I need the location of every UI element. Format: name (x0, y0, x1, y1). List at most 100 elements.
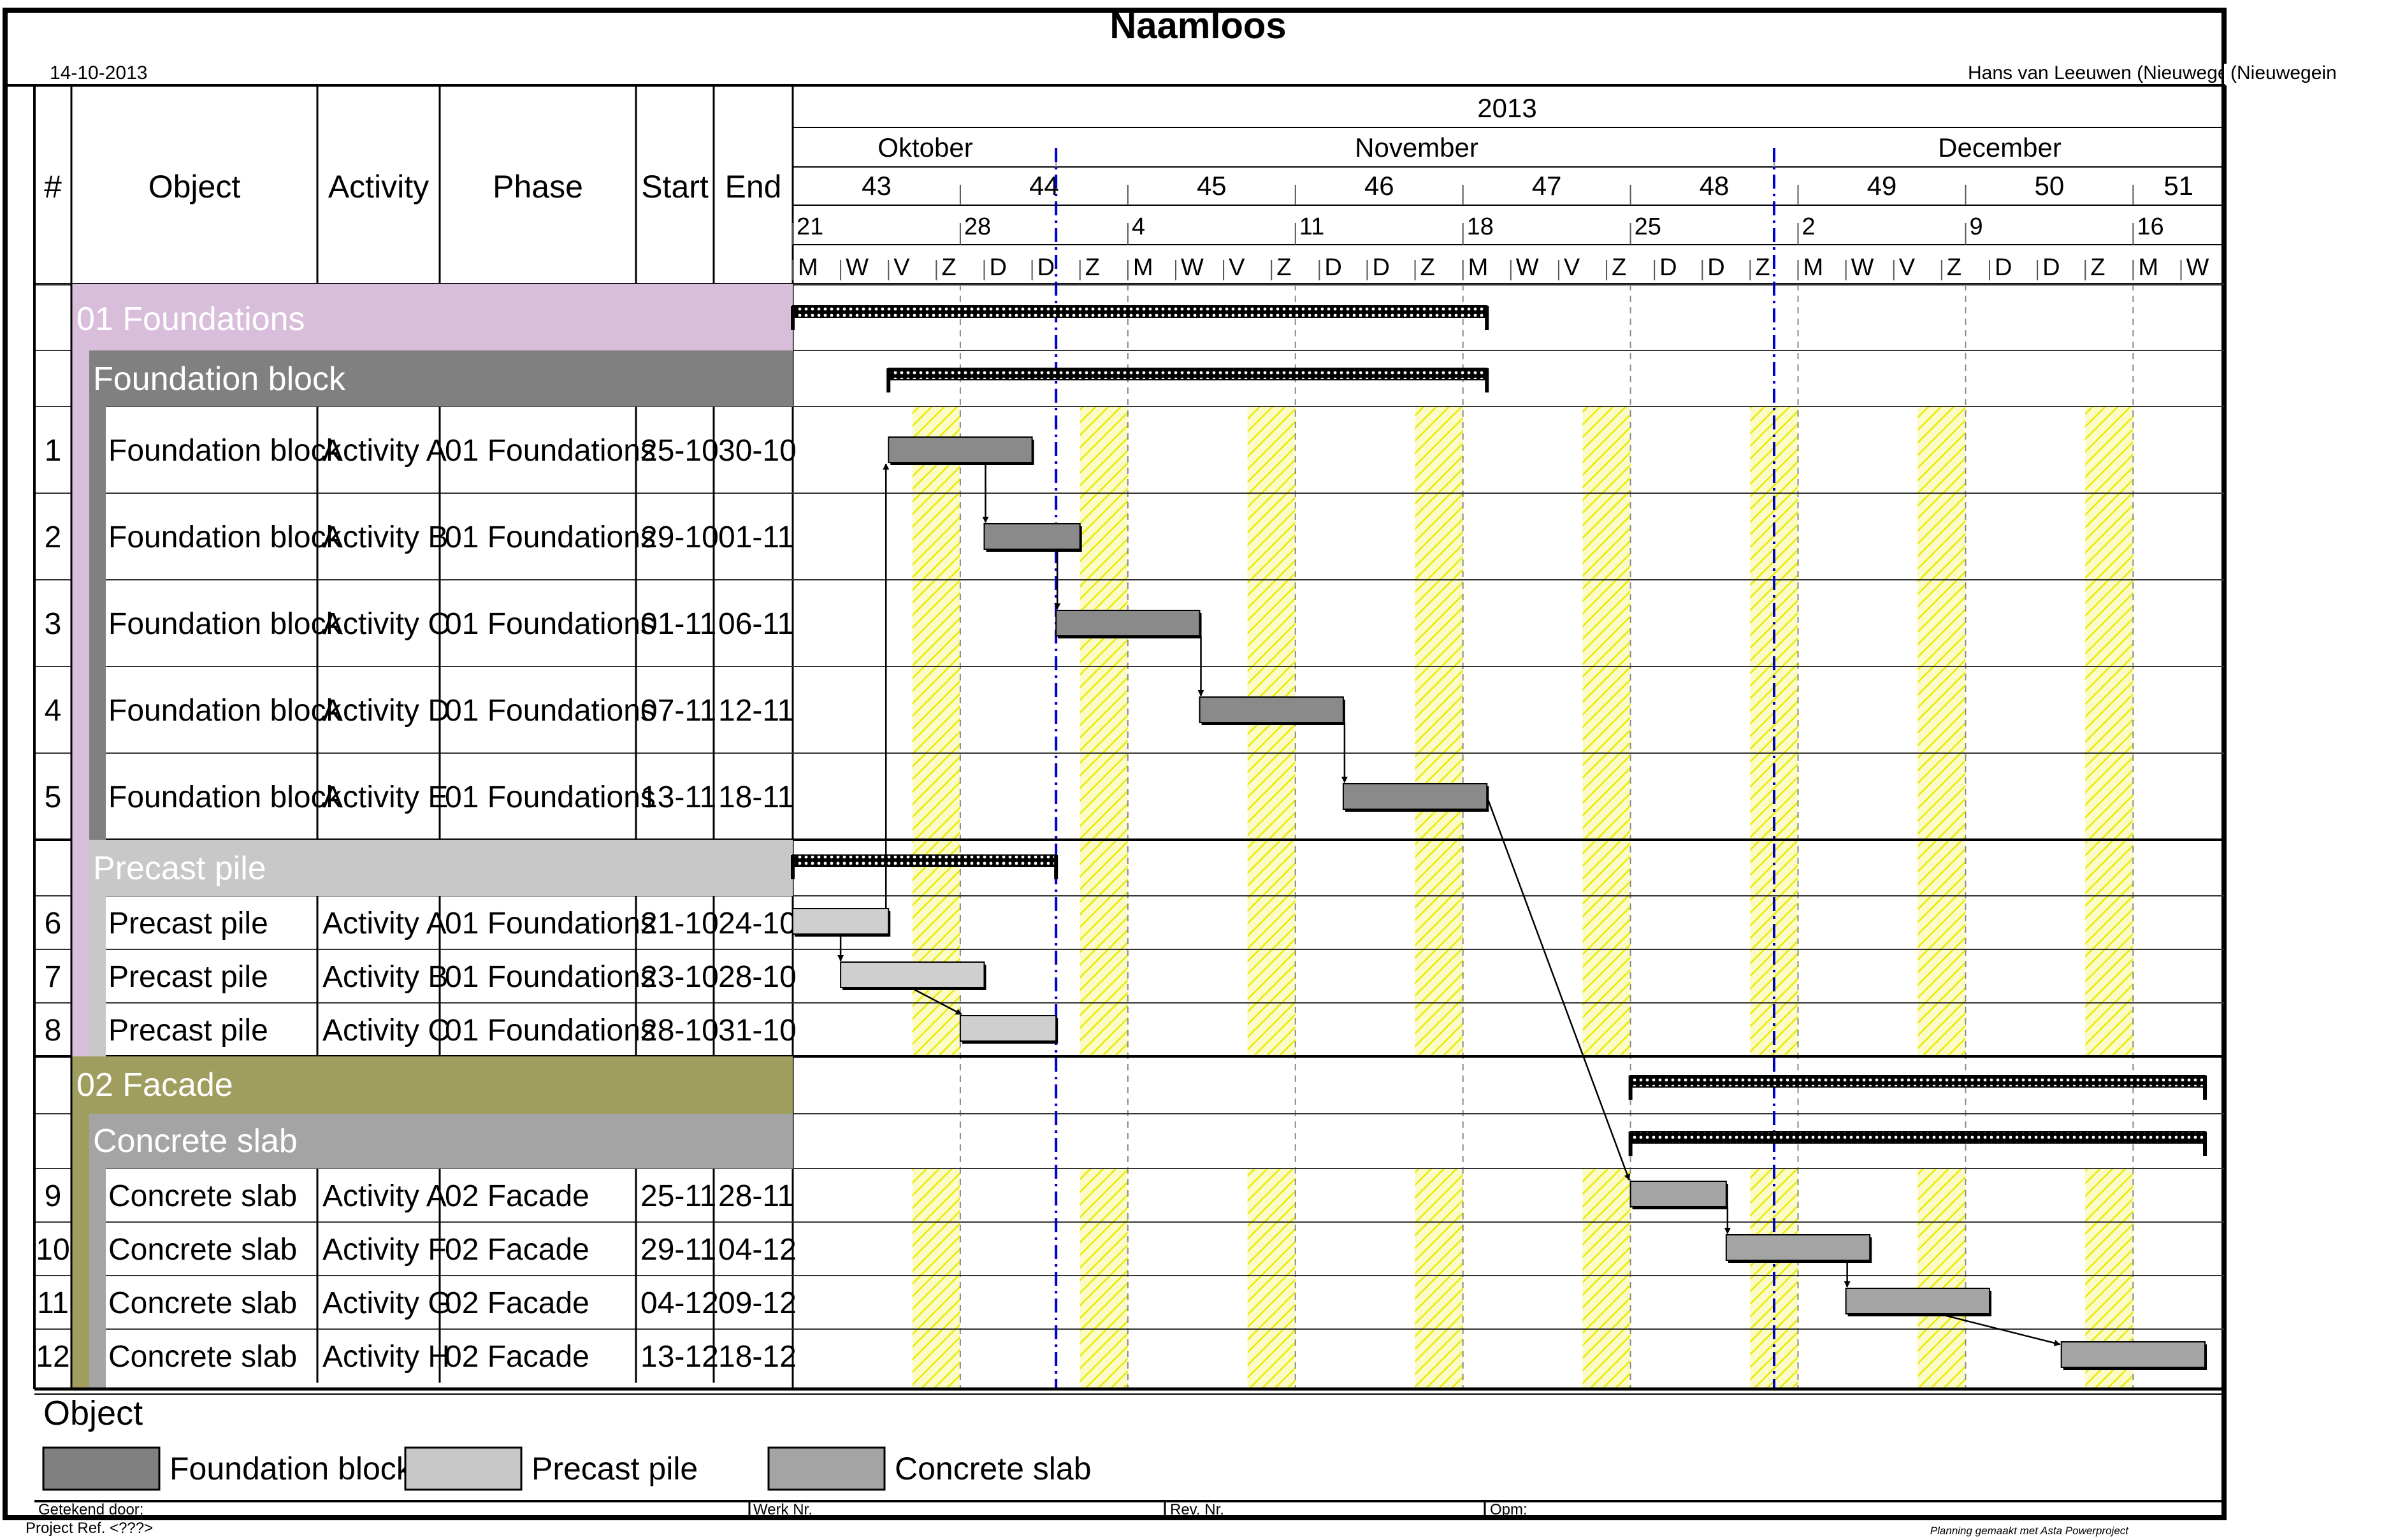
day-letter: Z (941, 254, 956, 281)
cell-id: 8 (45, 1014, 62, 1047)
summary-bar-cap (791, 855, 795, 879)
weekend-hatch (1080, 1169, 1128, 1389)
group-label-facade: 02 Facade (76, 1067, 233, 1104)
cell-end: 18-11 (718, 781, 794, 814)
weekend-hatch (1415, 407, 1463, 1056)
cell-activity: Activity A (322, 434, 447, 468)
week-start-date: 16 (2137, 213, 2163, 240)
weekend-hatch (1247, 1169, 1296, 1389)
author: Hans van Leeuwen (Nieuwegein (1968, 62, 2243, 83)
footer-credit: Planning gemaakt met Asta Powerproject (1930, 1525, 2129, 1537)
summary-bar-cap (1628, 1076, 1633, 1100)
cell-activity: Activity B (322, 521, 448, 554)
day-letter: M (1803, 254, 1824, 281)
summary-bar-cap (791, 306, 795, 330)
cell-start: 21-10 (640, 907, 719, 940)
legend-swatch (404, 1446, 523, 1491)
month-label-november: November (1355, 133, 1478, 162)
cell-start: 07-11 (640, 694, 716, 728)
cell-id: 5 (45, 781, 62, 814)
week-label: 50 (2035, 171, 2065, 201)
cell-start: 04-12 (640, 1286, 719, 1320)
page-title: Naamloos (1109, 5, 1286, 47)
group-label-precast-pile: Precast pile (93, 850, 266, 887)
group-band-foundations (71, 350, 89, 1056)
day-letter: M (2138, 254, 2158, 281)
day-letter: D (1037, 254, 1055, 281)
weekend-hatch (2085, 407, 2134, 1056)
cell-end: 06-11 (718, 607, 794, 641)
cell-end: 18-12 (718, 1340, 797, 1374)
cell-start: 13-12 (640, 1340, 719, 1374)
cell-end: 30-10 (718, 434, 797, 468)
print-date: 14-10-2013 (50, 62, 147, 83)
group-band-precast-pile (89, 896, 106, 1056)
cell-object: Concrete slab (108, 1286, 297, 1320)
weekend-hatch (1918, 1169, 1966, 1389)
cell-end: 24-10 (718, 907, 797, 940)
group-header-facade (71, 1056, 793, 1114)
summary-bar-cap (1628, 1132, 1633, 1156)
cell-activity: Activity D (322, 694, 450, 728)
cell-activity: Activity C (322, 607, 450, 641)
cell-id: 11 (37, 1286, 69, 1320)
summary-bar (791, 854, 1058, 879)
cell-phase: 01 Foundations (445, 434, 656, 468)
day-letter: Z (1276, 254, 1291, 281)
day-letter: V (1899, 254, 1916, 281)
task-bar-2 (983, 523, 1081, 550)
dependency-link (910, 986, 962, 1016)
summary-bar-cap (2203, 1132, 2207, 1156)
cell-end: 28-11 (718, 1179, 794, 1213)
group-label-foundation-block: Foundation block (93, 361, 346, 398)
cell-start: 29-11 (640, 1233, 716, 1267)
week-label: 46 (1364, 171, 1394, 201)
cell-activity: Activity H (322, 1340, 450, 1374)
day-letter: W (1851, 254, 1874, 281)
cell-phase: 02 Facade (445, 1340, 589, 1374)
cell-phase: 02 Facade (445, 1233, 589, 1267)
day-letter: D (2042, 254, 2060, 281)
cell-object: Precast pile (108, 1014, 268, 1047)
cell-id: 6 (45, 907, 62, 940)
day-letter: V (1229, 254, 1245, 281)
legend-label: Concrete slab (895, 1451, 1092, 1486)
task-bar-7 (840, 961, 985, 988)
group-band-foundation-block (89, 407, 106, 840)
cell-object: Precast pile (108, 907, 268, 940)
cell-id: 12 (36, 1340, 69, 1374)
legend-label: Foundation block (170, 1451, 413, 1486)
cell-id: 7 (45, 960, 62, 994)
cell-object: Foundation block (108, 694, 342, 728)
dependency-link (1938, 1313, 2061, 1346)
week-start-date: 28 (964, 213, 991, 240)
week-start-date: 4 (1132, 213, 1145, 240)
summary-bar-cap (2203, 1076, 2207, 1100)
footer-remarks: Opm: (1490, 1501, 1528, 1518)
legend-title: Object (43, 1394, 143, 1432)
day-letter: M (798, 254, 818, 281)
weekend-hatch (1582, 1169, 1631, 1389)
col-header-phase: Phase (493, 169, 583, 205)
day-letter: W (846, 254, 869, 281)
cell-id: 9 (45, 1179, 62, 1213)
summary-bar-cap (1054, 855, 1058, 879)
task-bar-11 (1845, 1288, 1990, 1314)
footer-work-nr: Werk Nr. (753, 1501, 813, 1518)
week-label: 49 (1867, 171, 1897, 201)
day-letter: Z (1420, 254, 1435, 281)
cell-object: Concrete slab (108, 1233, 297, 1267)
cell-activity: Activity B (322, 960, 448, 994)
cell-phase: 01 Foundations (445, 521, 656, 554)
task-bar-4 (1199, 696, 1344, 723)
cell-phase: 01 Foundations (445, 781, 656, 814)
cell-phase: 02 Facade (445, 1286, 589, 1320)
week-label: 48 (1700, 171, 1730, 201)
weekend-hatch (1918, 407, 1966, 1056)
task-bar-6 (792, 908, 890, 935)
week-label: 47 (1532, 171, 1562, 201)
cell-activity: Activity G (322, 1286, 452, 1320)
group-header-foundations (71, 284, 793, 350)
cell-start: 25-10 (640, 434, 719, 468)
